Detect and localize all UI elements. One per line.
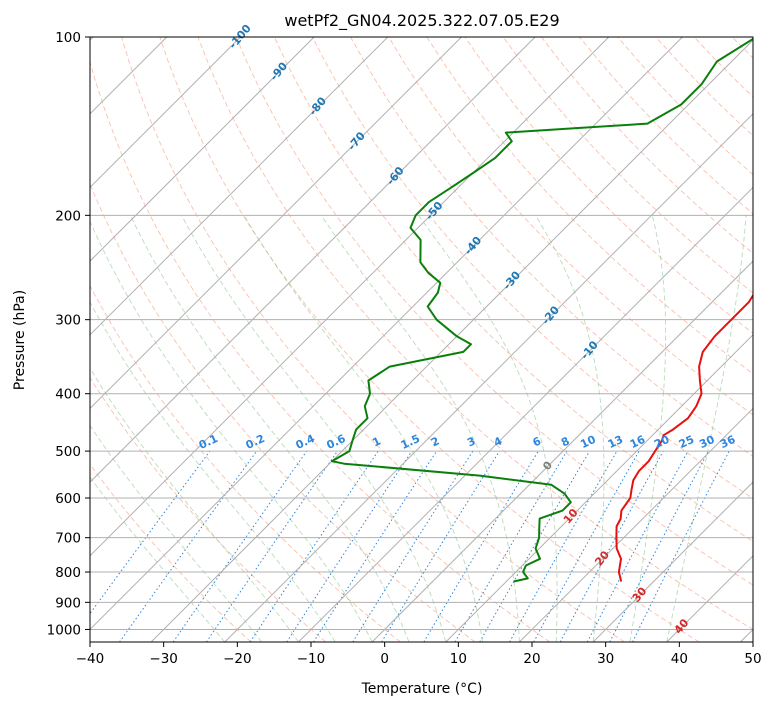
dry-adiabat bbox=[502, 37, 753, 294]
mixing-ratio-line bbox=[313, 450, 438, 642]
moist-adiabat bbox=[90, 367, 299, 642]
isotherm bbox=[224, 113, 753, 642]
mixing-ratio-line bbox=[632, 450, 730, 642]
mixing-ratio-line bbox=[205, 450, 338, 642]
moist-adiabat bbox=[90, 476, 226, 642]
dry-adiabat bbox=[312, 37, 753, 500]
dry-adiabat bbox=[121, 37, 625, 642]
mixing-ratio-line bbox=[533, 450, 640, 642]
moist-adiabat bbox=[418, 215, 558, 642]
background-lines bbox=[90, 37, 775, 642]
isotherm bbox=[90, 37, 315, 262]
mixing-ratio-line bbox=[509, 450, 618, 642]
y-tick-label: 400 bbox=[55, 387, 81, 403]
moist-adiabat bbox=[629, 215, 667, 642]
mixing-ratio-line bbox=[559, 450, 664, 642]
isotherm bbox=[592, 481, 753, 642]
mixing-ratio-label: 20 bbox=[652, 433, 672, 451]
y-tick-label: 1000 bbox=[47, 622, 81, 638]
dry-adiabat bbox=[90, 60, 551, 642]
dry-adiabat bbox=[426, 37, 753, 375]
y-tick-label: 300 bbox=[55, 313, 81, 329]
isotherm bbox=[90, 37, 462, 410]
mixing-ratio-label: 13 bbox=[606, 433, 625, 451]
moist-adiabat bbox=[535, 215, 605, 642]
x-tick-label: 10 bbox=[450, 651, 467, 667]
y-tick-label: 200 bbox=[55, 208, 81, 224]
mixing-ratio-line bbox=[286, 450, 413, 642]
chart-title: wetPf2_GN04.2025.322.07.05.E29 bbox=[284, 11, 559, 31]
plot-area bbox=[90, 37, 753, 642]
isotherm bbox=[371, 260, 753, 642]
y-axis-label: Pressure (hPa) bbox=[12, 290, 28, 390]
x-tick-label: 20 bbox=[523, 651, 540, 667]
isotherm bbox=[519, 407, 753, 642]
y-axis-ticks: 100 200 300 400 500 600 700 800 900 1000 bbox=[47, 30, 90, 638]
isotherm bbox=[298, 186, 753, 642]
mixing-ratio-label: 36 bbox=[718, 433, 738, 451]
dry-adiabat bbox=[90, 463, 252, 642]
isotherm bbox=[150, 39, 753, 642]
dry-adiabat bbox=[90, 183, 476, 642]
dry-adiabat bbox=[235, 37, 753, 586]
mixing-ratio-line bbox=[172, 450, 308, 642]
mixing-ratio-line bbox=[119, 450, 258, 642]
temperature-line bbox=[615, 293, 753, 582]
y-tick-label: 700 bbox=[55, 531, 81, 547]
mixing-ratio-label: 10 bbox=[578, 433, 598, 451]
x-tick-label: 0 bbox=[380, 651, 389, 667]
y-tick-label: 800 bbox=[55, 565, 81, 581]
x-tick-label: −30 bbox=[149, 651, 178, 667]
plot-frame bbox=[89, 36, 754, 643]
moist-adiabat bbox=[666, 215, 747, 642]
x-axis-ticks: −40 −30 −20 −10 0 10 20 30 40 50 bbox=[76, 642, 762, 667]
x-tick-label: −10 bbox=[297, 651, 326, 667]
isotherm bbox=[90, 37, 610, 557]
isotherm bbox=[90, 37, 683, 631]
mixing-ratio-line bbox=[90, 450, 211, 615]
x-tick-label: 50 bbox=[744, 651, 761, 667]
x-tick-label: 40 bbox=[671, 651, 688, 667]
x-tick-label: −40 bbox=[76, 651, 105, 667]
dry-adiabat bbox=[197, 37, 753, 630]
isotherm bbox=[445, 334, 753, 642]
mixing-ratio-label: 30 bbox=[697, 433, 717, 451]
x-tick-label: −20 bbox=[223, 651, 252, 667]
moist-adiabat bbox=[90, 220, 373, 642]
profile-lines bbox=[330, 37, 753, 583]
dry-adiabat bbox=[90, 376, 326, 642]
mixing-ratio-line bbox=[249, 450, 379, 642]
isotherm bbox=[90, 37, 389, 336]
y-tick-label: 600 bbox=[55, 491, 81, 507]
y-tick-label: 900 bbox=[55, 595, 81, 611]
mixing-ratio-label: 25 bbox=[677, 433, 696, 451]
isotherm bbox=[90, 37, 536, 483]
isotherm bbox=[90, 37, 241, 189]
x-tick-label: 30 bbox=[597, 651, 614, 667]
moist-adiabat bbox=[181, 215, 447, 642]
dry-adiabat bbox=[388, 37, 753, 416]
mixing-ratio-label: 16 bbox=[628, 433, 648, 451]
x-axis-label: Temperature (°C) bbox=[361, 681, 483, 697]
pressure-gridlines bbox=[90, 37, 753, 630]
dry-adiabat bbox=[770, 37, 775, 642]
y-tick-label: 500 bbox=[55, 444, 81, 460]
moist-adiabat bbox=[243, 215, 484, 642]
mixing-ratio-line bbox=[352, 450, 474, 642]
moist-adiabat bbox=[129, 215, 410, 642]
mixing-ratio-line bbox=[381, 450, 500, 642]
dewpoint-line bbox=[330, 37, 753, 583]
dry-adiabat bbox=[159, 37, 700, 642]
y-tick-label: 100 bbox=[55, 30, 81, 46]
